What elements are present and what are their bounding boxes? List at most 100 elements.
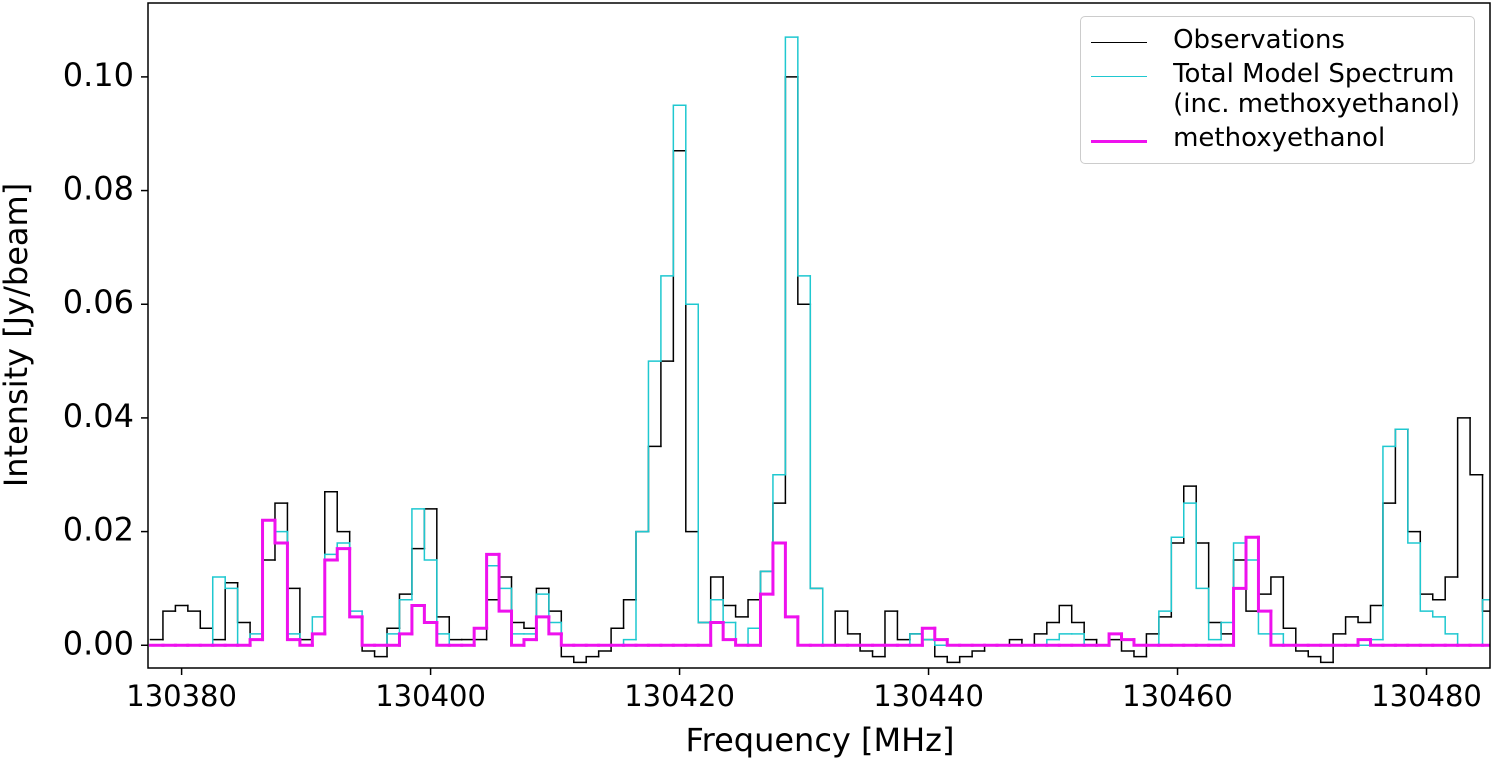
- step-segment: [722, 576, 737, 607]
- step-segment: [1407, 428, 1422, 533]
- step-segment: [1481, 599, 1490, 647]
- step-segment: [772, 502, 787, 573]
- step-segment: [672, 104, 687, 277]
- step-segment: [373, 650, 388, 658]
- step-segment: [1046, 621, 1061, 635]
- step-segment: [1456, 633, 1471, 647]
- step-segment: [560, 610, 575, 658]
- step-segment: [435, 621, 451, 647]
- legend-label: methoxyethanol: [1173, 123, 1386, 153]
- step-segment: [1431, 610, 1446, 618]
- step-segment: [348, 530, 363, 618]
- step-segment: [335, 547, 352, 562]
- step-segment: [224, 576, 239, 590]
- step-segment: [1332, 633, 1347, 664]
- step-segment: [672, 150, 687, 362]
- step-segment: [821, 587, 836, 647]
- legend-entry: Observations: [1091, 25, 1460, 55]
- plot-frame: [147, 2, 1491, 669]
- step-segment: [1295, 627, 1309, 652]
- step-segment: [510, 576, 525, 624]
- step-segment: [933, 626, 949, 642]
- step-segment: [622, 599, 637, 629]
- step-segment: [324, 491, 338, 635]
- y-tick-label: 0.06: [63, 283, 134, 321]
- x-axis-label: Frequency [MHz]: [686, 721, 955, 759]
- y-tick-label: 0.02: [63, 511, 134, 549]
- step-segment: [1107, 632, 1124, 647]
- step-segment: [1456, 417, 1471, 578]
- step-segment: [1444, 576, 1459, 601]
- step-segment: [386, 627, 401, 658]
- step-segment: [846, 610, 861, 635]
- step-segment: [397, 632, 414, 647]
- step-segment: [1232, 559, 1247, 635]
- step-segment: [1257, 593, 1272, 612]
- step-segment: [585, 655, 600, 664]
- step-segment: [1120, 638, 1135, 652]
- step-segment: [1319, 655, 1334, 664]
- step-segment: [771, 541, 787, 596]
- step-segment: [1183, 485, 1197, 544]
- step-segment: [809, 275, 824, 590]
- step-segment: [547, 615, 563, 636]
- step-segment: [647, 360, 662, 533]
- step-segment: [485, 564, 500, 629]
- step-segment: [1120, 632, 1136, 642]
- step-segment: [485, 552, 501, 630]
- step-segment: [1083, 621, 1098, 641]
- step-segment: [1232, 542, 1247, 624]
- step-segment: [747, 599, 762, 618]
- step-segment: [1195, 502, 1210, 590]
- step-segment: [1207, 587, 1222, 641]
- step-segment: [559, 632, 576, 647]
- y-axis-label: Intensity [Jy/beam]: [0, 183, 35, 487]
- step-segment: [921, 633, 936, 641]
- step-segment: [647, 445, 662, 533]
- step-segment: [523, 621, 538, 629]
- step-segment: [1058, 604, 1073, 624]
- step-segment: [548, 593, 563, 624]
- step-segment: [548, 587, 563, 612]
- step-segment: [934, 638, 948, 647]
- step-segment: [734, 621, 749, 647]
- step-segment: [758, 592, 775, 647]
- step-segment: [410, 603, 426, 636]
- step-segment: [236, 581, 251, 624]
- step-segment: [871, 650, 886, 658]
- step-segment: [1382, 502, 1397, 607]
- step-segment: [809, 303, 824, 590]
- step-segment: [236, 587, 251, 647]
- step-segment: [522, 638, 538, 647]
- legend-entry: methoxyethanol: [1091, 123, 1460, 153]
- step-segment: [1158, 616, 1173, 635]
- step-segment: [685, 104, 699, 305]
- step-segment: [273, 518, 289, 545]
- y-tick-label: 0.00: [63, 624, 134, 662]
- step-segment: [261, 559, 276, 641]
- step-segment: [697, 303, 712, 624]
- step-segment: [211, 627, 226, 641]
- step-segment: [324, 553, 338, 618]
- step-segment: [635, 530, 650, 641]
- legend-swatch: [1091, 140, 1148, 143]
- step-segment: [1008, 638, 1023, 647]
- step-segment: [249, 621, 264, 641]
- step-segment: [224, 581, 239, 641]
- step-segment: [945, 638, 962, 647]
- step-segment: [635, 530, 650, 601]
- step-segment: [1419, 542, 1434, 612]
- step-segment: [734, 604, 749, 618]
- step-segment: [884, 610, 899, 658]
- step-segment: [510, 587, 525, 635]
- step-segment: [946, 655, 961, 664]
- step-segment: [348, 547, 364, 619]
- step-segment: [535, 593, 550, 635]
- step-segment: [473, 627, 488, 647]
- step-segment: [1307, 650, 1322, 658]
- step-segment: [797, 36, 812, 277]
- step-segment: [759, 570, 774, 629]
- step-segment: [1369, 604, 1384, 624]
- step-segment: [323, 558, 339, 636]
